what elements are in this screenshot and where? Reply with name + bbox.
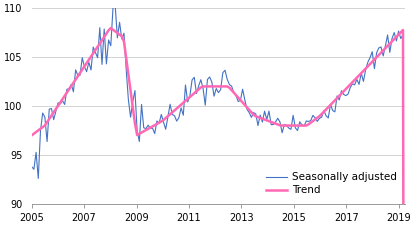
Seasonally adjusted [365,61,370,64]
Line: Seasonally adjusted: Seasonally adjusted [32,5,405,227]
Trend [251,114,256,116]
Trend [97,42,102,45]
Seasonally adjusted [251,111,256,114]
Seasonally adjusted [293,126,298,129]
Seasonally adjusted [264,118,269,121]
Seasonally adjusted [97,26,102,29]
Trend [348,83,353,86]
Trend [108,27,113,30]
Trend [29,134,34,137]
Legend: Seasonally adjusted, Trend: Seasonally adjusted, Trend [263,169,400,199]
Trend [264,119,269,122]
Seasonally adjusted [113,4,118,7]
Seasonally adjusted [348,86,353,89]
Line: Trend: Trend [32,28,405,227]
Trend [365,65,370,68]
Trend [293,124,298,127]
Seasonally adjusted [29,165,34,168]
